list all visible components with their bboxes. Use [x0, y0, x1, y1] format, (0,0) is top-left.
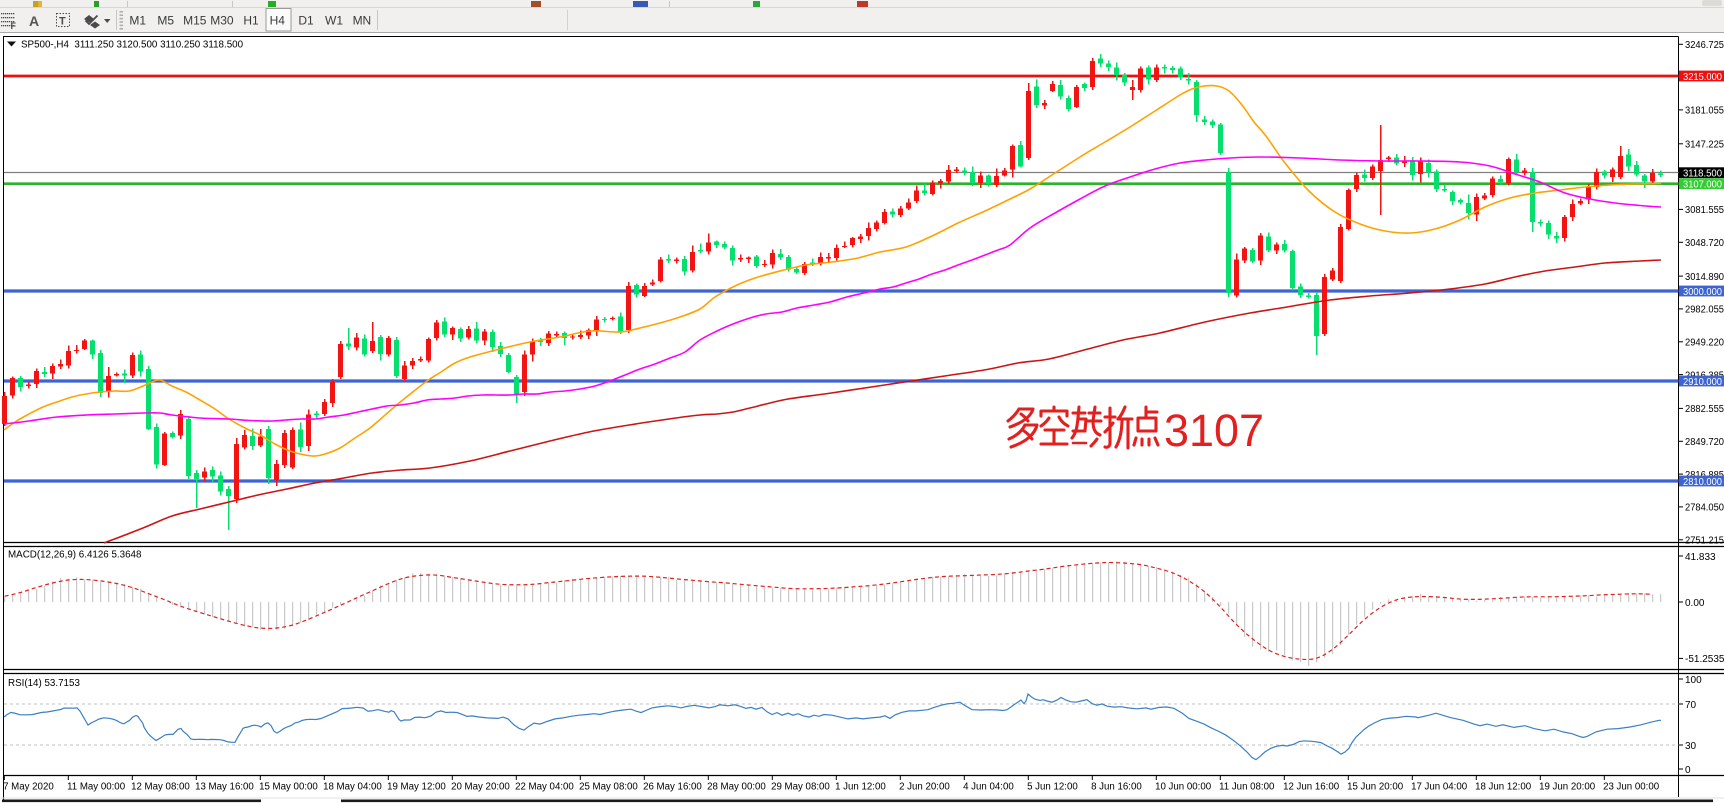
svg-text:30: 30: [1685, 741, 1697, 752]
svg-text:H1: H1: [243, 14, 259, 28]
svg-text:11 May 00:00: 11 May 00:00: [67, 782, 126, 793]
svg-text:12 Jun 16:00: 12 Jun 16:00: [1283, 782, 1340, 793]
svg-text:19 May 12:00: 19 May 12:00: [387, 782, 446, 793]
svg-text:29 May 08:00: 29 May 08:00: [771, 782, 830, 793]
svg-text:4 Jun 04:00: 4 Jun 04:00: [963, 782, 1014, 793]
svg-text:2751.215: 2751.215: [1685, 536, 1724, 547]
svg-text:3107.000: 3107.000: [1683, 179, 1722, 191]
svg-text:SP500-,H4 3111.250 3120.500 3: SP500-,H4 3111.250 3120.500 3110.250 311…: [21, 40, 244, 51]
svg-text:17 Jun 04:00: 17 Jun 04:00: [1411, 782, 1468, 793]
svg-text:10 Jun 00:00: 10 Jun 00:00: [1155, 782, 1212, 793]
svg-text:41.833: 41.833: [1685, 552, 1716, 563]
svg-text:2816.885: 2816.885: [1685, 470, 1724, 481]
svg-text:3081.555: 3081.555: [1685, 205, 1724, 216]
svg-text:3118.500: 3118.500: [1683, 168, 1722, 180]
svg-text:13 May 16:00: 13 May 16:00: [195, 782, 254, 793]
svg-text:28 May 00:00: 28 May 00:00: [707, 782, 766, 793]
svg-text:2810.000: 2810.000: [1683, 476, 1722, 488]
svg-text:100: 100: [1685, 675, 1702, 686]
svg-text:2910.000: 2910.000: [1683, 376, 1722, 388]
svg-text:19 Jun 20:00: 19 Jun 20:00: [1539, 782, 1596, 793]
svg-text:2784.050: 2784.050: [1685, 503, 1724, 514]
svg-text:2849.720: 2849.720: [1685, 437, 1724, 448]
svg-text:-51.2535: -51.2535: [1685, 654, 1724, 665]
svg-text:18 May 04:00: 18 May 04:00: [323, 782, 382, 793]
svg-text:26 May 16:00: 26 May 16:00: [643, 782, 702, 793]
svg-text:2 Jun 20:00: 2 Jun 20:00: [899, 782, 950, 793]
svg-text:M30: M30: [210, 14, 234, 28]
svg-text:3181.055: 3181.055: [1685, 106, 1724, 117]
svg-text:0: 0: [1685, 765, 1691, 776]
svg-text:18 Jun 12:00: 18 Jun 12:00: [1475, 782, 1532, 793]
svg-text:23 Jun 00:00: 23 Jun 00:00: [1603, 782, 1660, 793]
svg-text:T: T: [59, 16, 66, 28]
svg-text:3048.720: 3048.720: [1685, 238, 1724, 249]
svg-text:70: 70: [1685, 700, 1697, 711]
svg-text:M15: M15: [183, 14, 207, 28]
svg-text:25 May 08:00: 25 May 08:00: [579, 782, 638, 793]
svg-text:2982.055: 2982.055: [1685, 305, 1724, 316]
svg-text:2882.555: 2882.555: [1685, 404, 1724, 415]
svg-text:3215.000: 3215.000: [1683, 71, 1722, 83]
svg-text:W1: W1: [325, 14, 343, 28]
svg-text:D1: D1: [298, 14, 314, 28]
svg-text:11 Jun 08:00: 11 Jun 08:00: [1219, 782, 1275, 793]
svg-text:M1: M1: [129, 14, 146, 28]
svg-text:3147.225: 3147.225: [1685, 140, 1724, 151]
svg-text:3107: 3107: [1164, 405, 1264, 456]
svg-text:5 Jun 12:00: 5 Jun 12:00: [1027, 782, 1078, 793]
svg-text:3014.890: 3014.890: [1685, 272, 1724, 283]
svg-text:MACD(12,26,9) 6.4126 5.3648: MACD(12,26,9) 6.4126 5.3648: [8, 550, 142, 561]
svg-text:0.00: 0.00: [1685, 598, 1705, 609]
svg-text:MN: MN: [353, 14, 372, 28]
svg-text:2949.220: 2949.220: [1685, 338, 1724, 349]
svg-text:7 May 2020: 7 May 2020: [3, 782, 54, 793]
svg-text:12 May 08:00: 12 May 08:00: [131, 782, 190, 793]
svg-text:A: A: [29, 13, 39, 29]
svg-text:RSI(14) 53.7153: RSI(14) 53.7153: [8, 678, 80, 689]
svg-text:M5: M5: [157, 14, 174, 28]
svg-text:1 Jun 12:00: 1 Jun 12:00: [835, 782, 886, 793]
svg-text:22 May 04:00: 22 May 04:00: [515, 782, 574, 793]
svg-text:20 May 20:00: 20 May 20:00: [451, 782, 510, 793]
svg-text:F: F: [11, 21, 17, 31]
svg-text:15 Jun 20:00: 15 Jun 20:00: [1347, 782, 1404, 793]
svg-text:15 May 00:00: 15 May 00:00: [259, 782, 318, 793]
svg-text:8 Jun 16:00: 8 Jun 16:00: [1091, 782, 1142, 793]
svg-text:3246.725: 3246.725: [1685, 40, 1724, 51]
svg-text:3000.000: 3000.000: [1683, 286, 1722, 298]
svg-text:H4: H4: [270, 14, 286, 28]
